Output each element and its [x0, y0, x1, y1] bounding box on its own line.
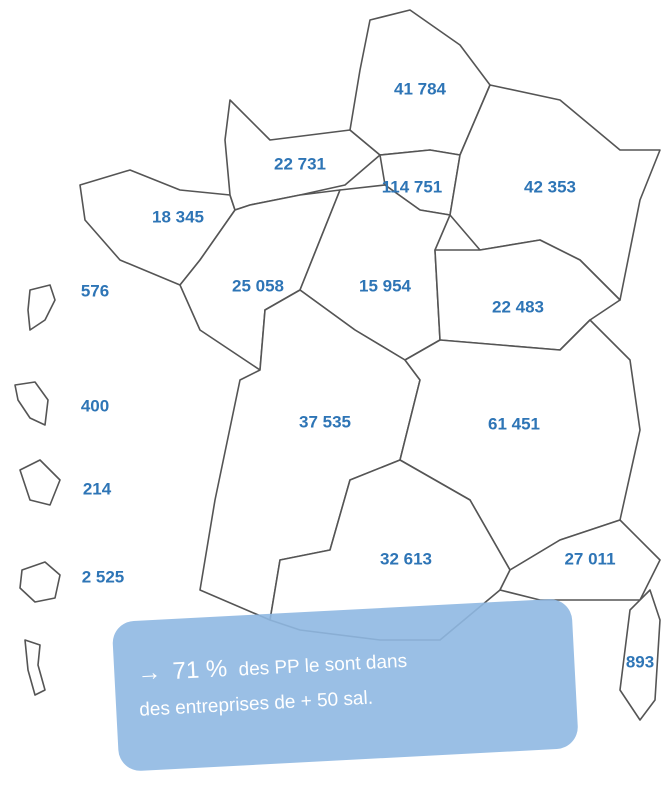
- region-guadeloupe: [27, 284, 56, 331]
- region-mayotte: [24, 639, 46, 696]
- region-label: 2 525: [82, 567, 125, 586]
- region-label: 893: [626, 652, 654, 671]
- region-label: 61 451: [488, 414, 540, 433]
- region-martinique: [14, 381, 49, 426]
- region-label: 27 011: [564, 549, 615, 568]
- region-reunion: [19, 561, 61, 603]
- region-label: 41 784: [394, 79, 447, 98]
- region-label: 22 731: [274, 154, 326, 173]
- region-guyane: [19, 459, 61, 506]
- region-label: 37 535: [299, 412, 351, 431]
- arrow: →: [137, 659, 162, 687]
- callout: → 71 % des PP le sont dans des entrepris…: [112, 599, 578, 771]
- region-label: 576: [81, 281, 109, 300]
- region-label: 22 483: [492, 297, 544, 316]
- region-label: 25 058: [232, 276, 284, 295]
- highlight: 71 %: [172, 655, 228, 685]
- region-label: 42 353: [524, 177, 576, 196]
- callout-box: [112, 599, 578, 771]
- region-label: 214: [83, 479, 112, 498]
- regions: [14, 9, 661, 721]
- labels: 41 784 22 731 114 751 42 353 18 345 576 …: [81, 79, 654, 671]
- region-label: 400: [81, 396, 109, 415]
- region-label: 114 751: [382, 177, 443, 196]
- region-label: 15 954: [359, 276, 412, 295]
- region-label: 32 613: [380, 549, 432, 568]
- region-label: 18 345: [152, 207, 204, 226]
- region-corse: [619, 589, 661, 721]
